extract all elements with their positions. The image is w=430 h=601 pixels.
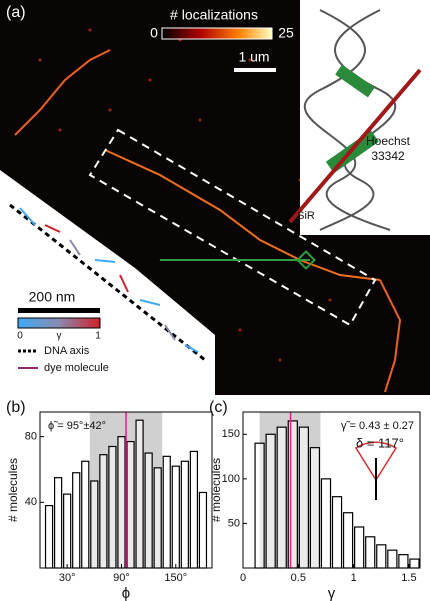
panel-label: (a) bbox=[6, 4, 26, 21]
inset-bg bbox=[0, 190, 210, 395]
gamma-min: 0 bbox=[17, 331, 23, 342]
annotation: γ̃ = 0.43 ± 0.27 bbox=[341, 420, 414, 432]
y-axis-label: # molecules bbox=[209, 458, 223, 522]
dye-orientations bbox=[19, 207, 199, 353]
bar bbox=[265, 433, 276, 569]
bar bbox=[331, 496, 343, 569]
dna-schematic-bg bbox=[300, 0, 430, 235]
bar bbox=[180, 460, 189, 569]
panel-label: (c) bbox=[209, 399, 228, 416]
bar bbox=[276, 426, 287, 569]
bar bbox=[99, 454, 108, 569]
bar bbox=[198, 491, 208, 569]
gamma-colorbar bbox=[17, 317, 101, 329]
plot-frame bbox=[242, 411, 421, 569]
hoechst-molecule bbox=[335, 64, 375, 98]
dna-strand bbox=[104, 149, 381, 281]
scalebar-label: 1 um bbox=[238, 49, 269, 65]
x-tick-label: 150° bbox=[164, 572, 187, 584]
bar bbox=[365, 536, 376, 569]
legend-dye: dye molecule bbox=[44, 362, 109, 374]
dna-axis-line bbox=[9, 203, 206, 362]
bar bbox=[354, 526, 365, 569]
bar bbox=[53, 477, 63, 569]
colorbar bbox=[161, 27, 273, 40]
helix-strand bbox=[303, 9, 391, 231]
colorbar-max: 25 bbox=[278, 25, 294, 41]
zoom-marker bbox=[296, 250, 316, 270]
bar bbox=[298, 426, 309, 569]
bar bbox=[342, 512, 354, 569]
gamma-symbol: γ bbox=[57, 331, 62, 342]
y-tick-label: 40 bbox=[25, 496, 37, 508]
x-tick-label: 90° bbox=[113, 572, 130, 584]
gamma-max: 1 bbox=[95, 331, 101, 342]
bar bbox=[309, 447, 321, 569]
roi-box bbox=[88, 128, 377, 327]
hoechst-label: 33342 bbox=[371, 149, 405, 163]
bar bbox=[398, 554, 409, 569]
panel-label: (b) bbox=[6, 399, 26, 416]
plot-frame bbox=[39, 411, 213, 569]
legend-dna: DNA axis bbox=[44, 345, 90, 357]
bar bbox=[44, 505, 54, 569]
dna-strand bbox=[379, 279, 402, 393]
inset-scalebar bbox=[18, 308, 100, 313]
x-tick-label: 30° bbox=[59, 572, 76, 584]
x-tick-label: 0.5 bbox=[291, 572, 306, 584]
helix-strand bbox=[319, 9, 397, 231]
colorbar-min: 0 bbox=[150, 25, 158, 41]
bar bbox=[81, 460, 90, 569]
bar bbox=[254, 442, 265, 569]
bar bbox=[144, 452, 153, 569]
bar bbox=[108, 445, 117, 569]
x-tick-label: 1 bbox=[351, 572, 357, 584]
bar bbox=[153, 467, 162, 569]
cone-icon bbox=[354, 441, 398, 482]
hoechst-label: Hoechst bbox=[366, 134, 411, 148]
bar bbox=[117, 436, 126, 569]
x-axis-label: ϕ bbox=[122, 585, 130, 601]
bar bbox=[287, 420, 298, 569]
sir-label: SiR bbox=[297, 210, 315, 222]
bar bbox=[376, 544, 387, 569]
scalebar bbox=[234, 68, 276, 72]
y-tick-label: 100 bbox=[222, 473, 240, 485]
bar bbox=[126, 440, 135, 569]
bar bbox=[387, 549, 398, 569]
bar bbox=[171, 465, 180, 569]
y-tick-label: 80 bbox=[25, 431, 37, 443]
bar bbox=[72, 472, 81, 569]
bar bbox=[63, 493, 72, 569]
bar bbox=[409, 558, 420, 569]
dna-strand bbox=[14, 49, 111, 136]
colorbar-title: # localizations bbox=[170, 7, 258, 23]
x-axis-label: γ bbox=[328, 585, 336, 601]
y-tick-label: 150 bbox=[222, 428, 240, 440]
bar bbox=[320, 478, 332, 569]
bar bbox=[162, 455, 171, 569]
dipole-arrow bbox=[288, 68, 422, 224]
annotation: δ = 117° bbox=[356, 435, 404, 450]
y-tick-label: 50 bbox=[228, 517, 240, 529]
x-tick-label: 0 bbox=[240, 572, 246, 584]
bar bbox=[189, 450, 199, 569]
x-tick-label: 1.5 bbox=[401, 572, 416, 584]
bar bbox=[135, 419, 144, 569]
bar bbox=[90, 480, 99, 569]
annotation: ϕ̃ = 95°±42° bbox=[48, 420, 106, 432]
y-axis-label: # molecules bbox=[6, 458, 20, 522]
inset-scalebar-label: 200 nm bbox=[29, 289, 76, 305]
